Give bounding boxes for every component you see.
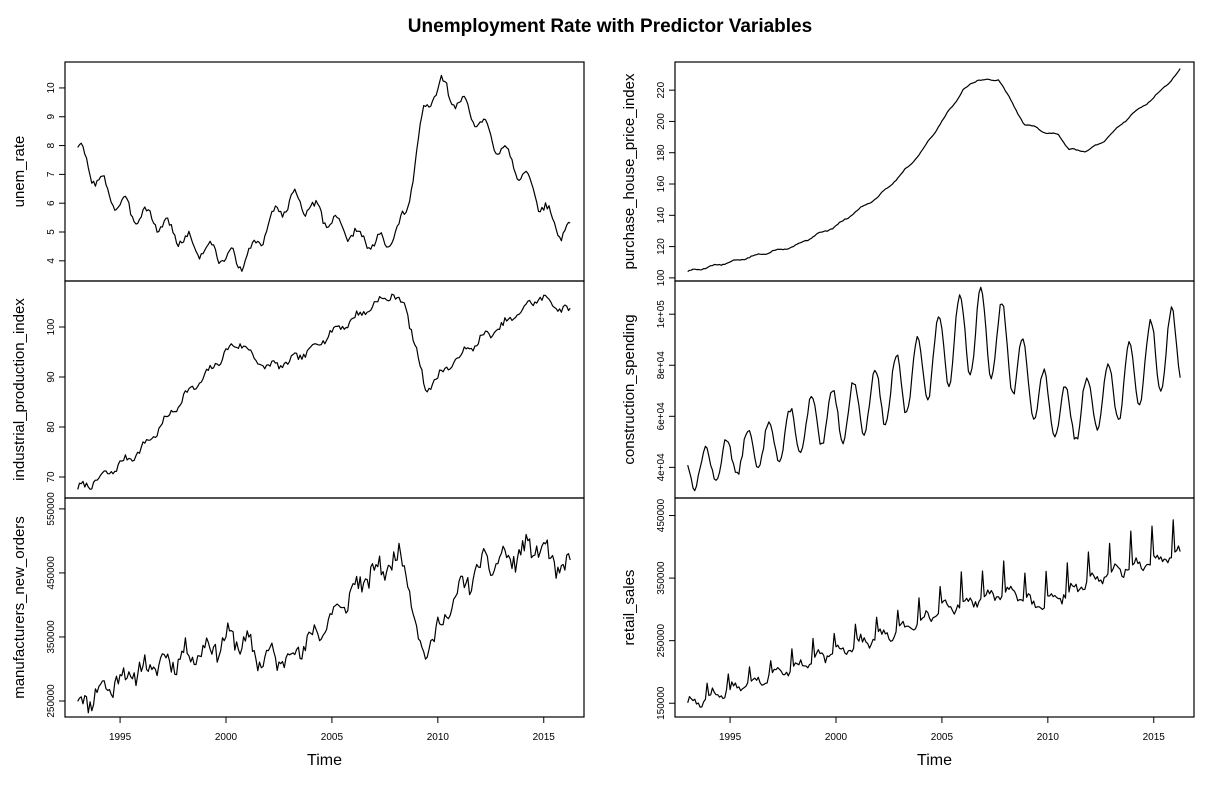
y-tick-label: 1e+05 — [656, 300, 667, 329]
y-tick-label: 80 — [46, 421, 57, 433]
y-tick-label: 10 — [46, 82, 57, 94]
x-tick-label: 2015 — [1143, 732, 1166, 743]
panel-frame — [674, 280, 1195, 499]
y-tick-label: 9 — [46, 114, 57, 120]
series-line-manufacturers_new_orders — [77, 533, 571, 714]
y-tick-label: 4 — [46, 258, 57, 264]
panel-industrial_production_index: 70 80 90 100 industrial_production_index — [11, 280, 585, 499]
y-tick-label: 8 — [46, 142, 57, 148]
y-tick-label: 350000 — [656, 561, 667, 595]
y-tick-label: 450000 — [656, 498, 667, 532]
y-tick-label: 5 — [46, 229, 57, 235]
y-tick-label: 250000 — [46, 684, 57, 718]
y-tick-label: 220 — [656, 81, 667, 98]
panel-purchase_house_price_index: 100 120 140 160 180 200 220 purchase_house_pric… — [621, 61, 1195, 286]
y-axis-label: construction_spending — [621, 314, 638, 464]
x-tick-label: 2015 — [533, 732, 556, 743]
x-tick-label: 1995 — [719, 732, 742, 743]
x-axis-label: Time — [307, 752, 342, 769]
y-tick-label: 100 — [656, 269, 667, 286]
x-tick-label: 2010 — [1037, 732, 1060, 743]
y-tick-label: 350000 — [46, 620, 57, 654]
x-tick-label: 2005 — [931, 732, 954, 743]
x-tick-label: 2000 — [825, 732, 848, 743]
y-tick-label: 180 — [656, 144, 667, 161]
panel-manufacturers_new_orders: 250000 350000 450000 550000 manufacturers_ne… — [11, 492, 585, 769]
y-axis-label: unem_rate — [11, 136, 28, 208]
y-tick-label: 140 — [656, 207, 667, 224]
series-line-industrial_production_index — [77, 293, 571, 490]
y-tick-label: 550000 — [46, 492, 57, 526]
panel-frame — [64, 497, 585, 718]
y-tick-label: 70 — [46, 471, 57, 483]
y-tick-label: 100 — [46, 318, 57, 335]
y-tick-label: 120 — [656, 238, 667, 255]
panel-frame — [674, 497, 1195, 718]
x-tick-label: 2000 — [215, 732, 238, 743]
y-tick-label: 6 — [46, 200, 57, 206]
x-tick-label: 2005 — [321, 732, 344, 743]
y-tick-label: 450000 — [46, 556, 57, 590]
y-tick-label: 200 — [656, 113, 667, 130]
y-axis-label: manufacturers_new_orders — [11, 516, 28, 699]
series-line-unem_rate — [77, 74, 571, 272]
y-tick-label: 4e+04 — [656, 453, 667, 482]
y-axis-label: purchase_house_price_index — [621, 73, 638, 269]
panel-frame — [64, 280, 585, 499]
chart-title: Unemployment Rate with Predictor Variabl… — [407, 16, 813, 37]
series-line-construction_spending — [687, 286, 1181, 492]
panel-construction_spending: 4e+04 6e+04 8e+04 1e+05 construction_spendin… — [621, 280, 1195, 499]
y-tick-label: 250000 — [656, 624, 667, 658]
y-axis-label: industrial_production_index — [11, 298, 28, 481]
x-tick-label: 1995 — [109, 732, 132, 743]
panel-unem_rate: 4 5 6 7 8 9 10 unem_rate — [11, 61, 585, 282]
y-tick-label: 6e+04 — [656, 402, 667, 431]
y-tick-label: 90 — [46, 371, 57, 383]
series-line-purchase_house_price_index — [687, 68, 1181, 273]
panel-retail_sales: 150000 250000 350000 450000 retail_sales 1995… — [621, 497, 1195, 769]
y-tick-label: 8e+04 — [656, 351, 667, 380]
y-axis-label: retail_sales — [621, 570, 638, 646]
panel-frame — [674, 61, 1195, 282]
panel-frame — [64, 61, 585, 282]
x-axis-label: Time — [917, 752, 952, 769]
y-tick-label: 150000 — [656, 686, 667, 720]
x-tick-label: 2010 — [427, 732, 450, 743]
y-tick-label: 7 — [46, 171, 57, 177]
y-tick-label: 160 — [656, 175, 667, 192]
series-line-retail_sales — [687, 519, 1181, 708]
